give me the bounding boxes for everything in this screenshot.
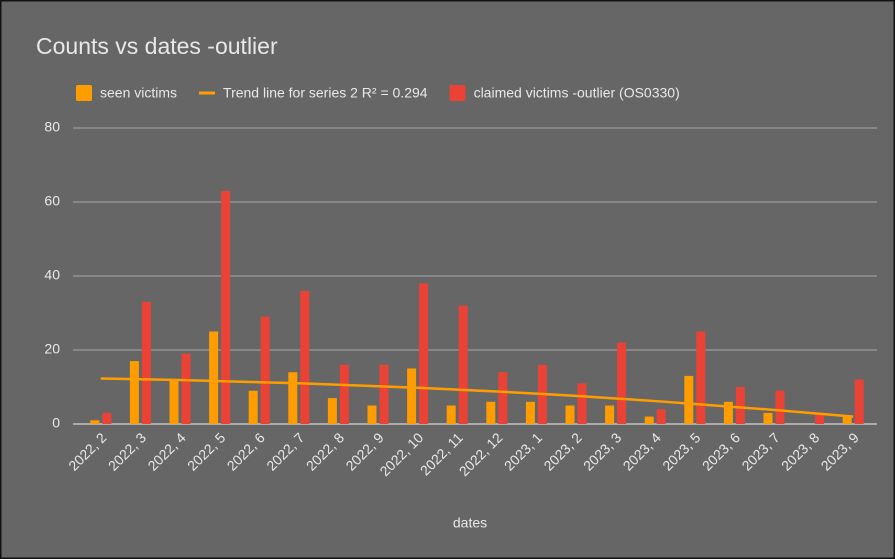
trend-line xyxy=(100,377,854,418)
bar xyxy=(446,405,456,424)
legend-swatch xyxy=(76,85,92,101)
y-tick-label: 0 xyxy=(52,415,60,431)
bar xyxy=(486,401,496,424)
bar xyxy=(339,364,349,424)
y-tick-label: 60 xyxy=(44,193,60,209)
bar xyxy=(367,405,377,424)
legend-label: claimed victims -outlier (OS0330) xyxy=(474,85,680,101)
bar xyxy=(775,390,785,424)
bar xyxy=(90,420,100,424)
bar xyxy=(656,409,666,424)
bar xyxy=(407,368,417,424)
bar xyxy=(735,387,745,424)
bar xyxy=(842,416,852,424)
bar xyxy=(684,375,694,424)
bar xyxy=(102,412,112,424)
bar xyxy=(763,412,773,424)
bar xyxy=(605,405,615,424)
bar xyxy=(141,301,151,424)
bar xyxy=(248,390,258,424)
bar xyxy=(565,405,575,424)
bar xyxy=(854,379,864,424)
bar xyxy=(327,398,337,424)
bar xyxy=(379,364,389,424)
bar xyxy=(419,283,429,424)
bar xyxy=(525,401,535,424)
legend-label: seen victims xyxy=(100,85,177,101)
bar xyxy=(617,342,627,424)
y-tick-label: 20 xyxy=(44,341,60,357)
bar xyxy=(169,379,179,424)
bar xyxy=(129,361,139,424)
y-tick-label: 40 xyxy=(44,267,60,283)
bar xyxy=(644,416,654,424)
bar xyxy=(260,316,270,424)
bar xyxy=(696,331,706,424)
legend-label: Trend line for series 2 R² = 0.294 xyxy=(223,85,428,101)
bar xyxy=(300,290,310,424)
chart-title: Counts vs dates -outlier xyxy=(36,33,278,59)
bar xyxy=(815,412,825,424)
bar xyxy=(221,190,231,424)
y-tick-label: 80 xyxy=(44,119,60,135)
bar xyxy=(181,353,191,424)
bar xyxy=(577,383,587,424)
bar xyxy=(458,305,468,424)
x-axis-title: dates xyxy=(453,515,487,531)
bar xyxy=(209,331,219,424)
bar xyxy=(288,372,298,424)
bar xyxy=(723,401,733,424)
bar xyxy=(498,372,508,424)
legend-swatch xyxy=(449,85,466,101)
